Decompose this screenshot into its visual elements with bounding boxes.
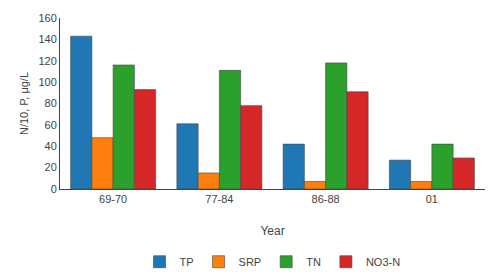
svg-text:80: 80: [45, 97, 57, 109]
svg-text:TP: TP: [180, 256, 194, 268]
svg-text:TN: TN: [306, 256, 321, 268]
svg-text:69-70: 69-70: [99, 193, 127, 205]
svg-text:160: 160: [38, 12, 56, 24]
svg-text:120: 120: [38, 55, 56, 67]
svg-text:77-84: 77-84: [205, 193, 233, 205]
svg-text:NO3-N: NO3-N: [366, 256, 400, 268]
svg-text:40: 40: [45, 140, 57, 152]
svg-text:0: 0: [51, 183, 57, 195]
svg-text:N/10, P, μg/L: N/10, P, μg/L: [18, 72, 30, 135]
svg-text:01: 01: [426, 193, 438, 205]
svg-text:86-88: 86-88: [312, 193, 340, 205]
svg-text:60: 60: [45, 119, 57, 131]
svg-text:140: 140: [38, 33, 56, 45]
svg-text:100: 100: [38, 76, 56, 88]
svg-text:SRP: SRP: [239, 256, 262, 268]
svg-text:20: 20: [45, 161, 57, 173]
svg-text:Year: Year: [260, 224, 284, 238]
